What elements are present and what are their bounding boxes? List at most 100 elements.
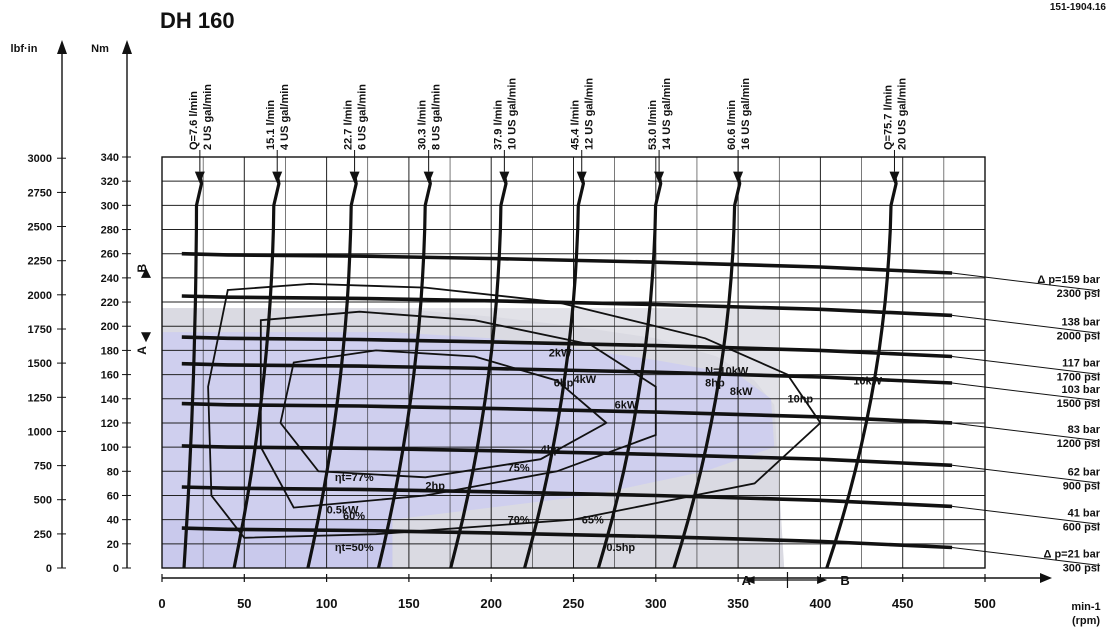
efficiency-label: ηt=50% [335, 542, 374, 554]
pressure-line [181, 485, 953, 509]
flow-arrow [272, 171, 283, 184]
nm-tick-label: 260 [101, 249, 119, 261]
lbfin-axis-arrow [57, 40, 67, 54]
lbfin-tick-label: 500 [34, 495, 52, 507]
flow-line [376, 174, 432, 569]
flow-label-primary: 22.7 l/min [343, 100, 355, 150]
hp-line-label: 8hp [705, 378, 725, 390]
lbfin-tick-label: 0 [46, 563, 52, 575]
flow-arrow [499, 171, 510, 184]
pressure-line [181, 444, 953, 468]
pressure-line [181, 251, 953, 275]
x-tick-label: 350 [727, 596, 749, 611]
pressure-label-primary: 62 bar [1068, 466, 1101, 478]
flow-label-primary: 30.3 l/min [417, 100, 429, 150]
hp-line-label: 6hp [554, 378, 574, 390]
flow-line [306, 174, 358, 569]
pressure-line [181, 294, 953, 318]
pressure-label-primary: Δ p=159 bar [1037, 274, 1100, 286]
x-axis-arrow [1040, 573, 1052, 583]
flow-line [449, 174, 508, 569]
nm-tick-label: 120 [101, 418, 119, 430]
flow-label-secondary: 8 US gal/min [431, 84, 443, 150]
document-reference: 151-1904.16 [1050, 2, 1107, 13]
hp-line-label: 0.5kW [327, 505, 359, 517]
power-line-label: 6kW [615, 399, 638, 411]
flow-arrow [194, 171, 205, 184]
power-line-label: 10kW [853, 375, 882, 387]
x-tick-label: 400 [810, 596, 832, 611]
flow-arrow [349, 171, 360, 184]
pressure-label-secondary: 1500 psi [1057, 398, 1100, 410]
side-label-b: B [135, 264, 149, 273]
lbfin-axis-label: lbf·in [11, 43, 38, 55]
pressure-label-primary: 117 bar [1062, 357, 1101, 369]
efficiency-contour [279, 349, 608, 479]
flow-arrow [733, 171, 744, 184]
hp-line-label: 10hp [787, 393, 813, 405]
x-axis-label-unit: min-1 [1071, 601, 1100, 613]
pressure-label-secondary: 600 psi [1063, 521, 1100, 533]
lbfin-tick-label: 1500 [28, 358, 52, 370]
nm-tick-label: 300 [101, 200, 119, 212]
hp-line-label: 4hp [541, 444, 561, 456]
nm-axis-label: Nm [91, 43, 109, 55]
flow-label-secondary: 4 US gal/min [279, 84, 291, 150]
pressure-leader [952, 505, 1101, 525]
flow-line [523, 174, 585, 569]
flow-arrow [654, 171, 665, 184]
x-tick-label: 0 [158, 596, 165, 611]
lbfin-tick-label: 3000 [28, 153, 52, 165]
nm-tick-label: 180 [101, 345, 119, 357]
pressure-label-primary: Δ p=21 bar [1043, 548, 1100, 560]
pressure-label-secondary: 1200 psi [1057, 438, 1100, 450]
flow-label-primary: Q=75.7 l/min [882, 85, 894, 150]
flow-label-primary: 15.1 l/min [265, 100, 277, 150]
nm-tick-label: 340 [101, 152, 119, 164]
x-tick-label: 200 [480, 596, 502, 611]
side-arrow-b [141, 267, 151, 278]
nm-tick-label: 60 [107, 490, 119, 502]
direction-arrow-a [744, 576, 755, 584]
flow-label-primary: 53.0 l/min [647, 100, 659, 150]
flow-label-secondary: 2 US gal/min [202, 84, 214, 150]
continuous-region-curve [162, 332, 775, 520]
nm-tick-label: 140 [101, 394, 119, 406]
nm-tick-label: 80 [107, 466, 119, 478]
power-line-label: 8kW [730, 386, 753, 398]
nm-tick-label: 0 [113, 563, 119, 575]
direction-label-b: B [840, 573, 849, 588]
flow-label-primary: 45.4 l/min [570, 100, 582, 150]
x-axis-label-rpm: (rpm) [1072, 615, 1100, 627]
nm-tick-label: 240 [101, 273, 119, 285]
pressure-label-secondary: 1700 psi [1057, 371, 1100, 383]
flow-line [672, 174, 742, 569]
pressure-line [181, 526, 953, 550]
chart-title: DH 160 [160, 8, 235, 33]
pressure-leader [952, 272, 1101, 292]
pressure-leader [952, 464, 1101, 484]
efficiency-label: 60% [343, 511, 365, 523]
lbfin-tick-label: 2250 [28, 256, 52, 268]
hp-line-label: 0.5hp [606, 542, 635, 554]
x-tick-label: 100 [316, 596, 338, 611]
side-arrow-a [141, 332, 151, 343]
lbfin-tick-label: 2500 [28, 222, 52, 234]
pressure-label-primary: 83 bar [1068, 424, 1101, 436]
nm-tick-label: 320 [101, 176, 119, 188]
pressure-label-primary: 103 bar [1061, 384, 1100, 396]
lbfin-tick-label: 1000 [28, 426, 52, 438]
pressure-label-secondary: 2300 psi [1057, 288, 1100, 300]
pressure-label-secondary: 2000 psi [1057, 330, 1100, 342]
x-tick-label: 150 [398, 596, 420, 611]
nm-tick-label: 200 [101, 321, 119, 333]
x-tick-label: 450 [892, 596, 914, 611]
pressure-label-primary: 41 bar [1068, 507, 1101, 519]
plot-frame [161, 156, 986, 569]
nm-tick-label: 220 [101, 297, 119, 309]
lbfin-tick-label: 750 [34, 461, 52, 473]
lbfin-tick-label: 250 [34, 529, 52, 541]
pressure-label-secondary: 300 psi [1063, 562, 1100, 574]
